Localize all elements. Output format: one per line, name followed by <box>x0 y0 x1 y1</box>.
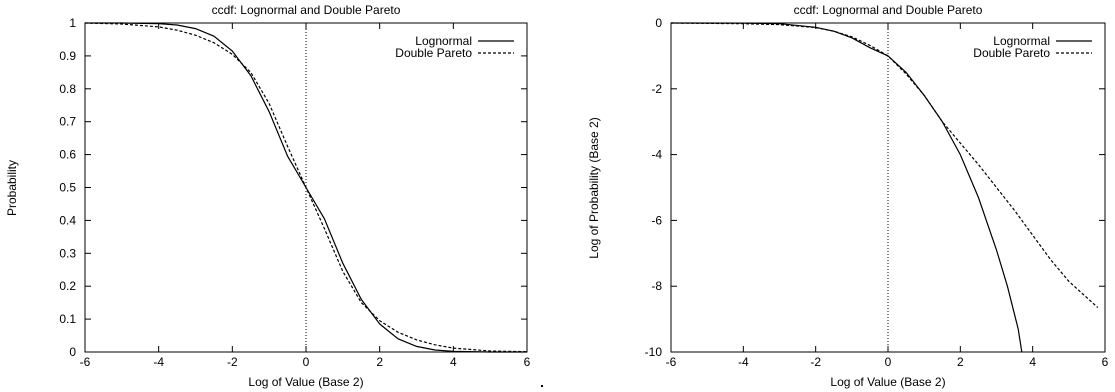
y-tick-label: -10 <box>645 345 663 359</box>
x-axis-label: Log of Value (Base 2) <box>248 375 363 389</box>
y-tick-label: 1 <box>69 16 76 30</box>
legend-label: Lognormal <box>993 34 1050 48</box>
y-axis-label: Probability <box>5 160 19 216</box>
legend-label: Lognormal <box>415 34 472 48</box>
y-tick-label: 0.6 <box>59 148 76 162</box>
y-tick-label: 0.1 <box>59 312 76 326</box>
y-tick-label: 0 <box>655 16 662 30</box>
y-tick-label: 0.2 <box>59 279 76 293</box>
legend-label: Double Pareto <box>973 46 1050 60</box>
x-tick-label: 6 <box>524 355 531 369</box>
x-tick-label: 4 <box>450 355 457 369</box>
x-tick-label: 2 <box>957 355 964 369</box>
y-tick-label: 0 <box>69 345 76 359</box>
x-tick-label: -6 <box>666 355 677 369</box>
y-tick-label: 0.4 <box>59 213 76 227</box>
series-line-lognormal <box>670 22 1023 353</box>
y-tick-label: -8 <box>651 279 662 293</box>
x-axis-label: Log of Value (Base 2) <box>830 375 945 389</box>
legend-label: Double Pareto <box>395 46 472 60</box>
y-tick-label: 0.8 <box>59 82 76 96</box>
y-tick-label: 0.9 <box>59 49 76 63</box>
x-tick-label: -4 <box>738 355 749 369</box>
series-line-double-pareto <box>670 22 1099 309</box>
y-tick-label: 0.7 <box>59 115 76 129</box>
stray-dot <box>541 385 543 387</box>
x-tick-label: 0 <box>303 355 310 369</box>
y-tick-label: -2 <box>651 82 662 96</box>
y-tick-label: -4 <box>651 148 662 162</box>
x-tick-label: 0 <box>885 355 892 369</box>
y-tick-label: 0.3 <box>59 246 76 260</box>
chart-title: ccdf: Lognormal and Double Pareto <box>794 3 983 17</box>
chart-title: ccdf: Lognormal and Double Pareto <box>212 3 401 17</box>
y-tick-label: -6 <box>651 213 662 227</box>
x-tick-label: -6 <box>80 355 91 369</box>
x-tick-label: 2 <box>376 355 383 369</box>
x-tick-label: 4 <box>1029 355 1036 369</box>
x-tick-label: -4 <box>153 355 164 369</box>
y-axis-label: Log of Probability (Base 2) <box>587 117 601 258</box>
y-tick-label: 0.5 <box>59 181 76 195</box>
chart-1: ccdf: Lognormal and Double Pareto -6 -4 -2 0… <box>5 3 531 389</box>
series-line-double-pareto <box>84 22 528 353</box>
x-tick-label: -2 <box>810 355 821 369</box>
chart-2: ccdf: Lognormal and Double Pareto -6 -4 -2 0… <box>587 3 1109 389</box>
x-tick-label: -2 <box>227 355 238 369</box>
x-tick-label: 6 <box>1102 355 1109 369</box>
